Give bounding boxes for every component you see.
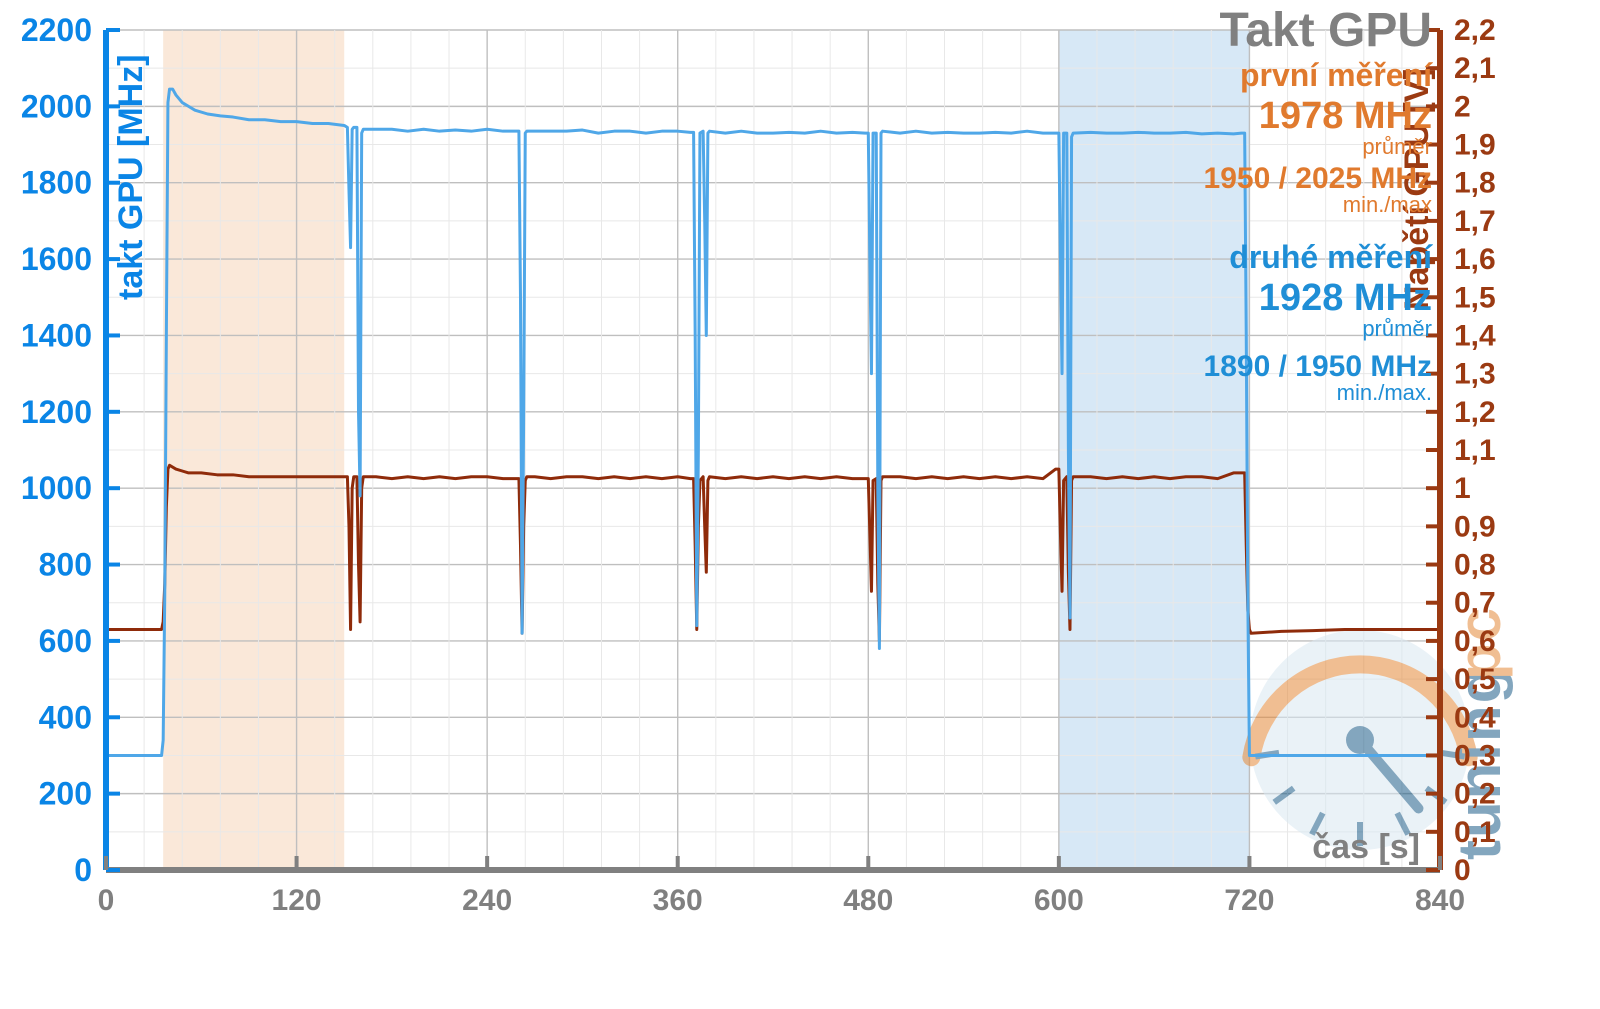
svg-text:první měření: první měření <box>1240 57 1433 93</box>
svg-text:0,9: 0,9 <box>1454 510 1496 543</box>
gpu-clock-chart: tuningpc02004006008001000120014001600180… <box>0 0 1600 1009</box>
svg-text:720: 720 <box>1224 884 1274 917</box>
svg-text:1,2: 1,2 <box>1454 396 1496 429</box>
svg-text:2000: 2000 <box>21 88 92 124</box>
chart-svg: tuningpc02004006008001000120014001600180… <box>0 0 1600 1009</box>
svg-text:360: 360 <box>653 884 703 917</box>
svg-text:průměr: průměr <box>1362 134 1432 159</box>
svg-text:480: 480 <box>843 884 893 917</box>
svg-text:0: 0 <box>1454 854 1471 887</box>
svg-text:1800: 1800 <box>21 165 92 201</box>
svg-text:min./max: min./max <box>1343 192 1432 217</box>
svg-text:1,4: 1,4 <box>1454 319 1496 352</box>
svg-text:1,3: 1,3 <box>1454 358 1496 391</box>
svg-text:takt GPU [MHz]: takt GPU [MHz] <box>112 54 150 300</box>
svg-text:0,5: 0,5 <box>1454 663 1496 696</box>
svg-text:0,7: 0,7 <box>1454 587 1496 620</box>
svg-text:200: 200 <box>39 776 92 812</box>
svg-text:1000: 1000 <box>21 470 92 506</box>
svg-text:druhé měření: druhé měření <box>1229 239 1433 275</box>
svg-text:600: 600 <box>1034 884 1084 917</box>
svg-text:1,5: 1,5 <box>1454 281 1496 314</box>
svg-text:0,4: 0,4 <box>1454 701 1496 734</box>
svg-text:2200: 2200 <box>21 12 92 48</box>
svg-text:0: 0 <box>98 884 115 917</box>
svg-text:1200: 1200 <box>21 394 92 430</box>
svg-text:Takt GPU: Takt GPU <box>1220 4 1432 57</box>
svg-text:2,1: 2,1 <box>1454 52 1496 85</box>
svg-text:1,8: 1,8 <box>1454 167 1496 200</box>
svg-text:240: 240 <box>462 884 512 917</box>
svg-text:průměr: průměr <box>1362 316 1432 341</box>
svg-text:1600: 1600 <box>21 241 92 277</box>
svg-text:840: 840 <box>1415 884 1465 917</box>
svg-text:1890 / 1950 MHz: 1890 / 1950 MHz <box>1204 350 1432 383</box>
svg-text:1,7: 1,7 <box>1454 205 1496 238</box>
svg-text:0,8: 0,8 <box>1454 549 1496 582</box>
svg-text:1978 MHz: 1978 MHz <box>1259 95 1432 137</box>
svg-text:1950 / 2025 MHz: 1950 / 2025 MHz <box>1204 162 1432 195</box>
svg-text:min./max.: min./max. <box>1337 380 1432 405</box>
svg-text:1,6: 1,6 <box>1454 243 1496 276</box>
svg-text:čas [s]: čas [s] <box>1312 828 1420 866</box>
svg-text:1400: 1400 <box>21 317 92 353</box>
svg-text:800: 800 <box>39 547 92 583</box>
svg-text:120: 120 <box>272 884 322 917</box>
svg-text:400: 400 <box>39 699 92 735</box>
svg-text:1,9: 1,9 <box>1454 129 1496 162</box>
svg-text:1,1: 1,1 <box>1454 434 1496 467</box>
svg-text:1: 1 <box>1454 472 1471 505</box>
svg-text:0,6: 0,6 <box>1454 625 1496 658</box>
svg-text:600: 600 <box>39 623 92 659</box>
svg-text:2,2: 2,2 <box>1454 14 1496 47</box>
svg-text:1928 MHz: 1928 MHz <box>1259 277 1432 319</box>
svg-text:0,2: 0,2 <box>1454 778 1496 811</box>
svg-text:0: 0 <box>74 852 92 888</box>
svg-text:2: 2 <box>1454 90 1471 123</box>
svg-text:0,3: 0,3 <box>1454 739 1496 772</box>
svg-text:0,1: 0,1 <box>1454 816 1496 849</box>
